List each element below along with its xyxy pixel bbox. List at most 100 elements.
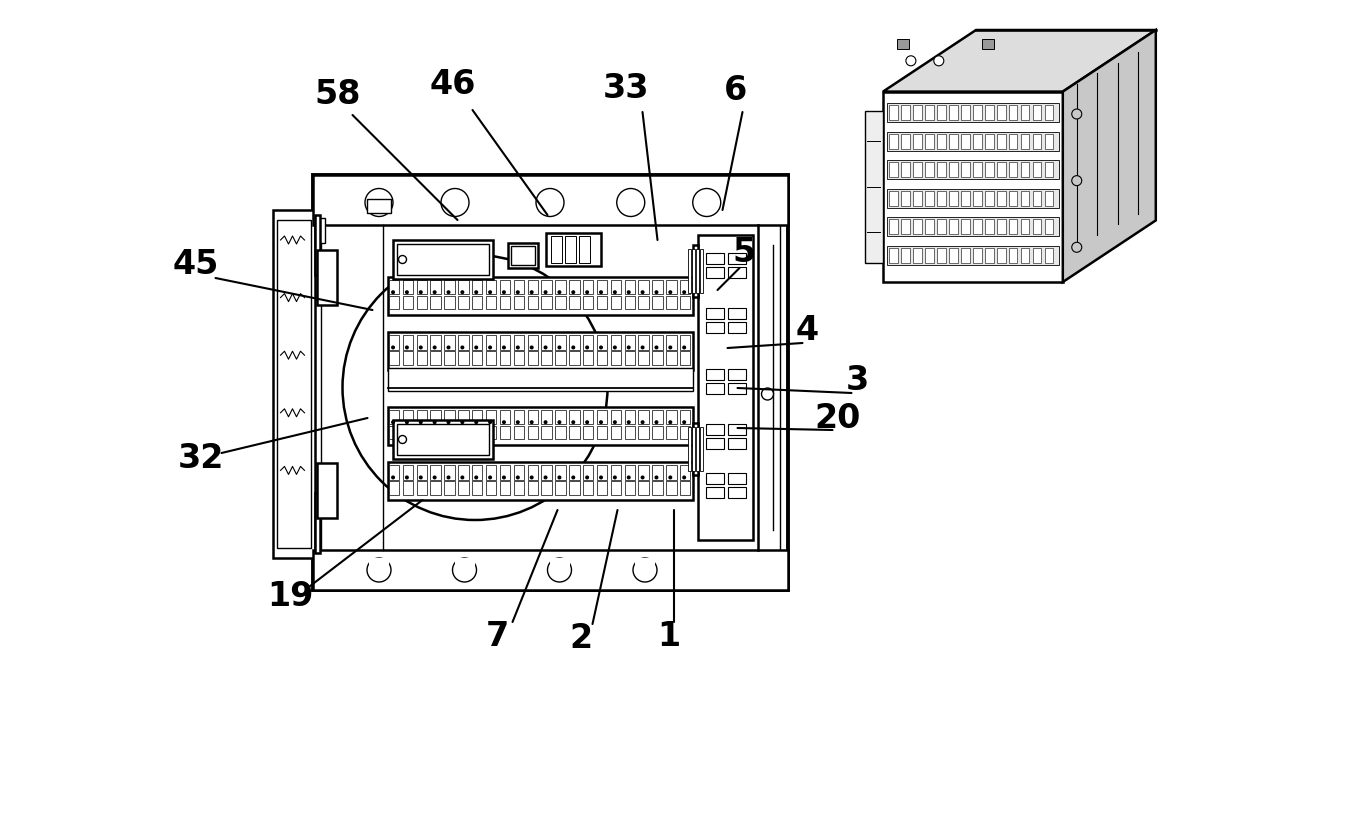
Bar (864, 111, 883, 263)
Bar (458, 280, 469, 294)
Bar (652, 280, 663, 294)
Circle shape (367, 558, 392, 582)
Bar (542, 296, 551, 309)
Bar (486, 335, 496, 350)
Circle shape (392, 420, 396, 424)
Circle shape (692, 189, 721, 217)
Circle shape (419, 290, 423, 294)
Bar (542, 335, 551, 350)
Circle shape (501, 420, 505, 424)
Bar (706, 323, 724, 333)
Bar (667, 296, 676, 309)
Bar (317, 463, 336, 518)
Bar (472, 280, 482, 294)
Bar (596, 481, 607, 495)
Bar (397, 424, 489, 455)
Bar (680, 280, 691, 294)
Bar (692, 428, 695, 471)
Circle shape (654, 420, 659, 424)
Bar (388, 407, 692, 445)
Bar (973, 219, 981, 234)
Bar (897, 39, 909, 50)
Bar (652, 351, 663, 365)
Bar (901, 162, 909, 177)
Bar (542, 481, 551, 495)
Bar (402, 410, 413, 424)
Bar (388, 368, 692, 390)
Bar (416, 481, 427, 495)
Bar (1009, 248, 1018, 263)
Circle shape (682, 420, 686, 424)
Bar (985, 105, 993, 120)
Bar (889, 191, 897, 206)
Circle shape (516, 420, 520, 424)
Bar (514, 296, 524, 309)
Bar (556, 481, 565, 495)
Text: 3: 3 (846, 364, 869, 396)
Bar (1009, 134, 1018, 149)
Text: 46: 46 (430, 69, 476, 102)
Bar (596, 426, 607, 439)
Polygon shape (1062, 30, 1156, 282)
Bar (583, 426, 593, 439)
Bar (596, 466, 607, 480)
Bar (1020, 105, 1030, 120)
Bar (313, 175, 787, 590)
Bar (556, 410, 565, 424)
Circle shape (585, 420, 589, 424)
Circle shape (627, 476, 630, 480)
Bar (389, 280, 400, 294)
Bar (913, 248, 921, 263)
Text: 1: 1 (657, 620, 680, 653)
Text: 5: 5 (733, 237, 756, 270)
Circle shape (668, 476, 672, 480)
Circle shape (641, 420, 645, 424)
Bar (901, 191, 909, 206)
Bar (458, 335, 469, 350)
Bar (973, 162, 981, 177)
Bar (444, 481, 455, 495)
Bar (728, 267, 745, 279)
Bar (500, 335, 511, 350)
Bar (569, 481, 580, 495)
Bar (961, 162, 970, 177)
Bar (889, 105, 897, 120)
Bar (1020, 219, 1030, 234)
Bar (985, 219, 993, 234)
Bar (416, 410, 427, 424)
Bar (706, 424, 724, 435)
Bar (596, 335, 607, 350)
Circle shape (585, 346, 589, 350)
Bar (514, 426, 524, 439)
Circle shape (682, 290, 686, 294)
Bar (1045, 191, 1053, 206)
Circle shape (530, 346, 534, 350)
Circle shape (599, 476, 603, 480)
Bar (706, 383, 724, 394)
Bar (973, 191, 981, 206)
Bar (542, 466, 551, 480)
Bar (402, 280, 413, 294)
Bar (680, 481, 691, 495)
Circle shape (530, 290, 534, 294)
Circle shape (668, 346, 672, 350)
Bar (472, 481, 482, 495)
Bar (695, 249, 699, 293)
Bar (888, 218, 1058, 237)
Bar (500, 280, 511, 294)
Bar (706, 267, 724, 279)
Bar (500, 296, 511, 309)
Bar (695, 428, 699, 471)
Bar (961, 105, 970, 120)
Bar (508, 243, 538, 268)
Bar (948, 105, 958, 120)
Bar (1045, 248, 1053, 263)
Bar (583, 296, 593, 309)
Bar (948, 162, 958, 177)
Bar (997, 191, 1005, 206)
Bar (625, 280, 635, 294)
Bar (913, 162, 921, 177)
Circle shape (633, 558, 657, 582)
Bar (486, 426, 496, 439)
Bar (635, 558, 654, 570)
